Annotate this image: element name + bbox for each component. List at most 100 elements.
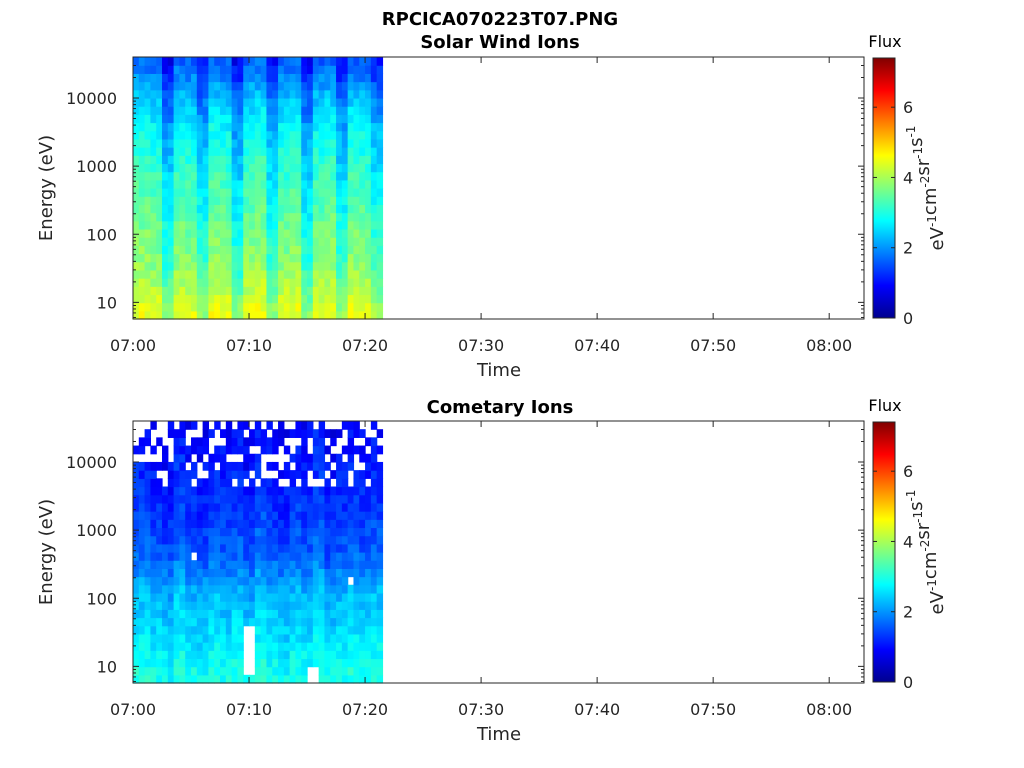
- spectrogram-cell: [376, 179, 384, 189]
- spectrogram-cell: [324, 609, 331, 619]
- spectrogram-cell: [208, 204, 215, 214]
- spectrogram-cell: [249, 552, 256, 561]
- spectrogram-cell: [249, 220, 256, 230]
- spectrogram-cell: [156, 650, 163, 660]
- spectrogram-cell: [336, 650, 343, 660]
- spectrogram-cell: [359, 65, 366, 74]
- spectrogram-cell: [144, 294, 151, 304]
- spectrogram-cell: [208, 552, 215, 561]
- spectrogram-cell: [208, 73, 215, 83]
- spectrogram-cell: [336, 188, 343, 197]
- spectrogram-cell: [156, 65, 163, 74]
- spectrogram-cell: [318, 302, 326, 312]
- spectrogram-cell: [214, 278, 221, 287]
- spectrogram-cell: [359, 261, 366, 271]
- spectrogram-cell: [162, 228, 169, 238]
- spectrogram-cell: [162, 155, 169, 165]
- colorbar-tick-label: 0: [903, 309, 913, 328]
- spectrogram-cell: [231, 114, 239, 124]
- spectrogram-cell: [365, 97, 372, 107]
- spectrogram-cell: [376, 486, 384, 496]
- spectrogram-cell: [336, 73, 343, 83]
- spectrogram-cell: [359, 535, 366, 545]
- spectrogram-cell: [249, 519, 256, 529]
- spectrogram-cell: [295, 220, 302, 230]
- spectrogram-cell: [318, 445, 326, 455]
- spectrogram-cell: [144, 527, 151, 537]
- spectrogram-cell: [341, 478, 349, 488]
- spectrogram-cell: [307, 130, 314, 140]
- spectrogram-cell: [156, 122, 163, 132]
- spectrogram-cell: [359, 601, 366, 610]
- spectrogram-cell: [225, 666, 233, 676]
- spectrogram-cell: [196, 212, 204, 222]
- spectrogram-cell: [289, 568, 297, 578]
- spectrogram-cell: [220, 617, 227, 627]
- spectrogram-cell: [220, 261, 227, 271]
- spectrogram-cell: [208, 188, 215, 197]
- spectrogram-cell: [173, 445, 181, 455]
- spectrogram-cell: [138, 294, 146, 304]
- spectrogram-cell: [133, 519, 140, 529]
- spectrogram-cell: [370, 245, 378, 255]
- spectrogram-cell: [179, 294, 186, 304]
- spectrogram-cell: [191, 633, 198, 643]
- spectrogram-cell: [289, 666, 297, 676]
- spectrogram-cell: [307, 494, 314, 504]
- spectrogram-cell: [266, 658, 273, 668]
- spectrogram-cell: [289, 73, 297, 83]
- spectrogram-cell: [260, 269, 268, 279]
- spectrogram-cell: [341, 650, 349, 660]
- spectrogram-cell: [150, 130, 157, 140]
- spectrogram-cell: [237, 228, 244, 238]
- spectrogram-cell: [312, 138, 320, 148]
- spectrogram-cell: [336, 253, 343, 263]
- spectrogram-cell: [144, 188, 151, 197]
- spectrogram-cell: [179, 453, 186, 463]
- spectrogram-cell: [179, 310, 186, 320]
- spectrogram-cell: [237, 130, 244, 140]
- spectrogram-cell: [376, 261, 384, 271]
- spectrogram-cell: [254, 97, 262, 107]
- spectrogram-cell: [266, 237, 273, 246]
- spectrogram-cell: [133, 310, 140, 320]
- spectrogram-cell: [196, 625, 204, 635]
- spectrogram-cell: [307, 519, 314, 529]
- spectrogram-cell: [278, 576, 285, 586]
- spectrogram-cell: [138, 658, 146, 668]
- spectrogram-cell: [283, 204, 291, 214]
- spectrogram-cell: [231, 658, 239, 668]
- spectrogram-cell: [243, 494, 250, 504]
- spectrogram-cell: [272, 633, 279, 643]
- spectrogram-cell: [260, 89, 268, 99]
- spectrogram-cell: [220, 568, 227, 578]
- spectrogram-cell: [353, 478, 360, 488]
- spectrogram-cell: [336, 601, 343, 610]
- spectrogram-cell: [278, 245, 285, 255]
- spectrogram-cell: [272, 519, 279, 529]
- spectrogram-cell: [278, 122, 285, 132]
- spectrogram-cell: [336, 261, 343, 271]
- spectrogram-cell: [324, 543, 331, 553]
- spectrogram-cell: [133, 584, 140, 594]
- spectrogram-cell: [162, 633, 169, 643]
- spectrogram-cell: [173, 302, 181, 312]
- spectrogram-cell: [289, 576, 297, 586]
- x-tick-label: 07:30: [458, 700, 504, 719]
- spectrogram-cell: [370, 261, 378, 271]
- spectrogram-cell: [370, 535, 378, 545]
- spectrogram-cell: [191, 543, 198, 553]
- spectrogram-cell: [208, 650, 215, 660]
- spectrogram-cell: [307, 57, 314, 66]
- spectrogram-cell: [220, 163, 227, 173]
- spectrogram-cell: [133, 89, 140, 99]
- spectrogram-cell: [173, 310, 181, 320]
- spectrogram-cell: [341, 204, 349, 214]
- spectrogram-cell: [202, 494, 210, 504]
- spectrogram-cell: [312, 212, 320, 222]
- spectrogram-cell: [133, 228, 140, 238]
- spectrogram-cell: [162, 560, 169, 569]
- spectrogram-cell: [156, 130, 163, 140]
- spectrogram-cell: [307, 642, 314, 651]
- spectrogram-cell: [191, 253, 198, 263]
